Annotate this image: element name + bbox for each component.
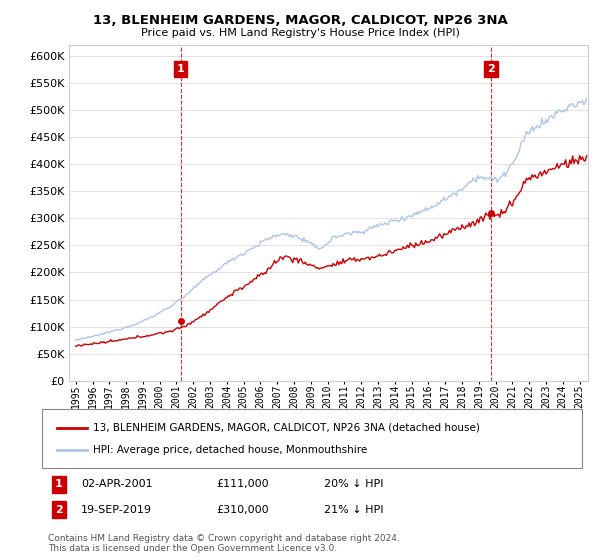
Text: 1: 1 xyxy=(177,64,185,74)
Text: £111,000: £111,000 xyxy=(216,479,269,489)
Text: 2: 2 xyxy=(487,64,495,74)
Text: £310,000: £310,000 xyxy=(216,505,269,515)
Text: 02-APR-2001: 02-APR-2001 xyxy=(81,479,152,489)
Text: 2: 2 xyxy=(55,505,62,515)
Text: 13, BLENHEIM GARDENS, MAGOR, CALDICOT, NP26 3NA: 13, BLENHEIM GARDENS, MAGOR, CALDICOT, N… xyxy=(92,14,508,27)
Text: 21% ↓ HPI: 21% ↓ HPI xyxy=(324,505,383,515)
Text: HPI: Average price, detached house, Monmouthshire: HPI: Average price, detached house, Monm… xyxy=(93,445,367,455)
Text: 1: 1 xyxy=(55,479,62,489)
Text: 13, BLENHEIM GARDENS, MAGOR, CALDICOT, NP26 3NA (detached house): 13, BLENHEIM GARDENS, MAGOR, CALDICOT, N… xyxy=(93,423,480,433)
Text: Contains HM Land Registry data © Crown copyright and database right 2024.
This d: Contains HM Land Registry data © Crown c… xyxy=(48,534,400,553)
Text: 20% ↓ HPI: 20% ↓ HPI xyxy=(324,479,383,489)
Text: 19-SEP-2019: 19-SEP-2019 xyxy=(81,505,152,515)
Text: Price paid vs. HM Land Registry's House Price Index (HPI): Price paid vs. HM Land Registry's House … xyxy=(140,28,460,38)
